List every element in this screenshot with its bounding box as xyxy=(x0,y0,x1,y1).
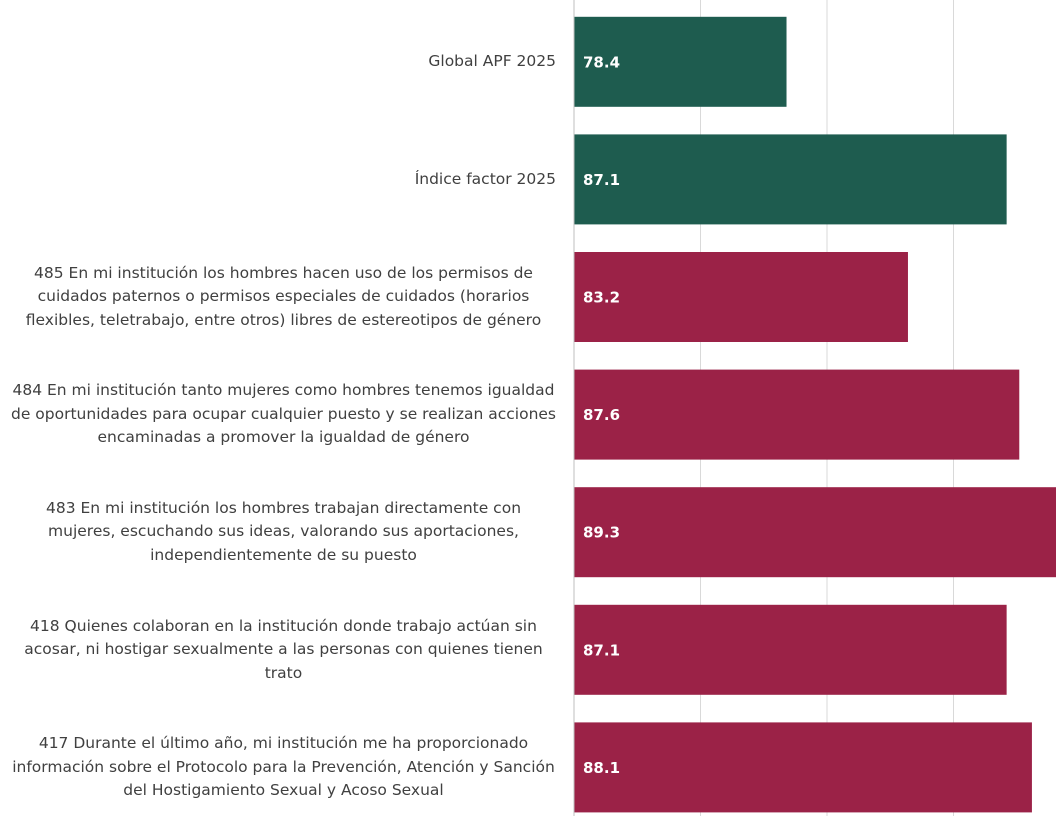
bar xyxy=(574,16,787,107)
category-label-box: 484 En mi institución tanto mujeres como… xyxy=(0,356,556,474)
value-label: 89.3 xyxy=(583,524,620,542)
category-label-box: 417 Durante el último año, mi institució… xyxy=(0,709,556,816)
bar xyxy=(574,722,1032,813)
category-label-box: Global APF 2025 xyxy=(0,3,556,121)
category-label: 483 En mi institución los hombres trabaj… xyxy=(45,498,522,564)
bar xyxy=(574,369,1020,460)
category-label: 417 Durante el último año, mi institució… xyxy=(12,734,555,800)
category-label-box: 483 En mi institución los hombres trabaj… xyxy=(0,473,556,591)
category-label-box: 418 Quienes colaboran en la institución … xyxy=(0,591,556,709)
value-label: 87.1 xyxy=(583,171,620,189)
bar xyxy=(574,487,1056,578)
value-label: 87.1 xyxy=(583,641,620,659)
category-label: Global APF 2025 xyxy=(428,52,556,71)
bar xyxy=(574,252,908,342)
value-label: 88.1 xyxy=(583,759,620,777)
category-label: 418 Quienes colaboran en la institución … xyxy=(24,616,543,682)
value-label: 78.4 xyxy=(583,53,620,71)
category-label: 484 En mi institución tanto mujeres como… xyxy=(11,381,557,447)
category-label-box: 485 En mi institución los hombres hacen … xyxy=(0,238,556,356)
value-label: 83.2 xyxy=(583,289,620,307)
category-label: Índice factor 2025 xyxy=(414,169,556,188)
bar xyxy=(574,134,1007,225)
category-label: 485 En mi institución los hombres hacen … xyxy=(25,263,542,329)
bar xyxy=(574,604,1007,695)
category-label-box: Índice factor 2025 xyxy=(0,121,556,239)
value-label: 87.6 xyxy=(583,406,620,424)
